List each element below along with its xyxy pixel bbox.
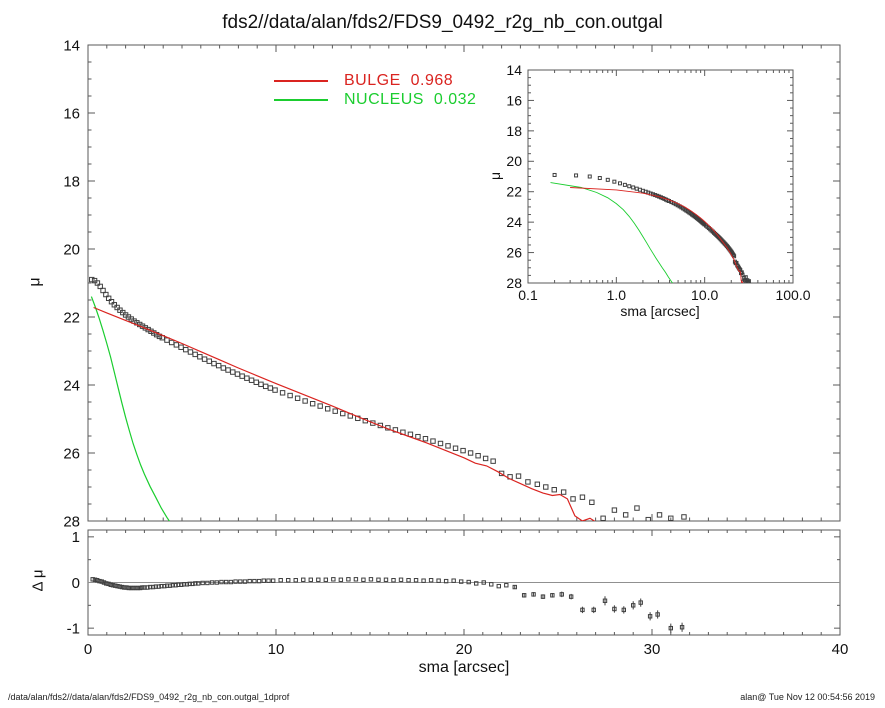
svg-text:26: 26 (63, 445, 80, 462)
svg-text:40: 40 (832, 641, 849, 658)
inset-panel: 0.1 1.0 10.0 100.0 14 16 18 20 22 24 26 28 (506, 62, 810, 303)
svg-text:1.0: 1.0 (607, 287, 627, 303)
svg-text:18: 18 (63, 173, 80, 190)
legend-item-bulge: BULGE 0.968 (274, 71, 476, 90)
svg-text:1: 1 (72, 529, 80, 546)
svg-text:30: 30 (644, 641, 661, 658)
svg-text:0: 0 (72, 575, 80, 592)
main-panel: 14 16 18 20 22 24 26 28 (63, 37, 841, 530)
svg-text:20: 20 (63, 241, 80, 258)
svg-text:28: 28 (63, 513, 80, 530)
nucleus-line-swatch (274, 98, 328, 101)
legend-label-nucleus: NUCLEUS 0.032 (344, 90, 477, 108)
svg-text:0: 0 (84, 641, 92, 658)
bulge-line-swatch (274, 79, 328, 82)
svg-text:0.1: 0.1 (518, 287, 538, 303)
svg-text:22: 22 (506, 184, 522, 200)
svg-text:14: 14 (506, 62, 522, 78)
inset-x-axis-label: sma [arcsec] (620, 303, 700, 319)
svg-text:100.0: 100.0 (775, 287, 810, 303)
svg-text:14: 14 (63, 37, 80, 54)
svg-text:24: 24 (63, 377, 80, 394)
svg-text:20: 20 (506, 153, 522, 169)
svg-text:22: 22 (63, 309, 80, 326)
svg-text:18: 18 (506, 123, 522, 139)
legend: BULGE 0.968 NUCLEUS 0.032 (274, 71, 476, 109)
footer-user-timestamp: alan@ Tue Nov 12 00:54:56 2019 (740, 692, 875, 702)
residual-x-axis-label: sma [arcsec] (418, 659, 510, 676)
svg-text:10.0: 10.0 (691, 287, 718, 303)
svg-text:20: 20 (456, 641, 473, 658)
svg-text:-1: -1 (67, 620, 80, 637)
svg-text:10: 10 (268, 641, 285, 658)
plot-title: fds2//data/alan/fds2/FDS9_0492_r2g_nb_co… (222, 12, 663, 33)
legend-item-nucleus: NUCLEUS 0.032 (274, 90, 476, 109)
svg-text:16: 16 (63, 105, 80, 122)
svg-text:16: 16 (506, 92, 522, 108)
legend-label-bulge: BULGE 0.968 (344, 71, 454, 89)
svg-text:28: 28 (506, 275, 522, 291)
footer-file-path: /data/alan/fds2//data/alan/fds2/FDS9_049… (8, 692, 290, 702)
svg-text:24: 24 (506, 214, 522, 230)
svg-text:26: 26 (506, 244, 522, 260)
